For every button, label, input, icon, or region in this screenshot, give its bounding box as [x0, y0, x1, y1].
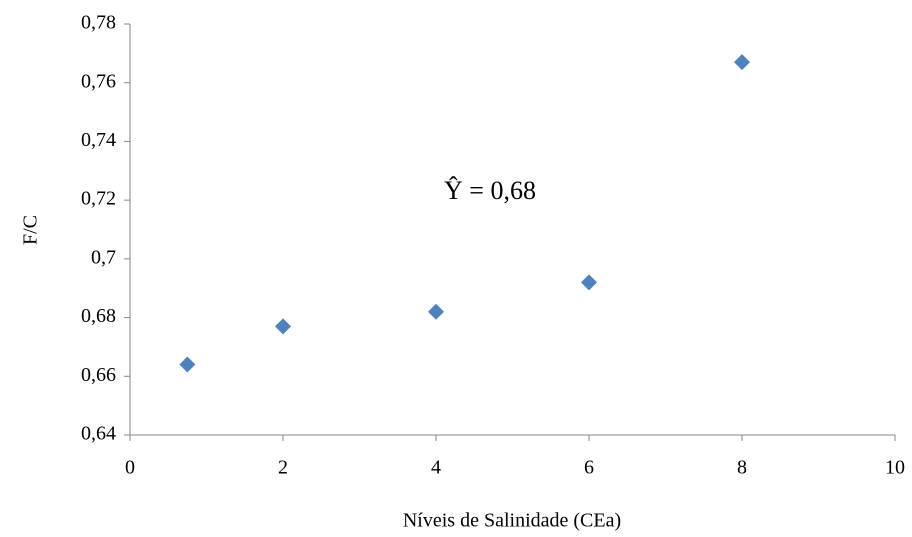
y-tick-label: 0,78 [81, 12, 116, 34]
data-point [179, 356, 196, 373]
x-tick-label: 6 [584, 457, 594, 479]
y-tick-label: 0,68 [81, 305, 116, 327]
data-point [275, 318, 291, 335]
x-tick-label: 8 [737, 457, 747, 479]
x-tick-label: 0 [125, 457, 135, 479]
y-tick-label: 0,7 [91, 246, 116, 268]
y-tick-label: 0,64 [81, 423, 116, 445]
data-point [734, 54, 750, 71]
y-tick-label: 0,76 [81, 70, 116, 92]
data-point [428, 303, 444, 320]
y-axis-title: F/C [20, 215, 42, 245]
x-axis-title: Níveis de Salinidade (CEa) [403, 510, 621, 532]
y-tick-label: 0,66 [81, 364, 116, 386]
x-tick-label: 10 [885, 457, 905, 479]
x-tick-label: 4 [431, 457, 441, 479]
y-tick-label: 0,74 [81, 129, 116, 151]
x-tick-label: 2 [278, 457, 288, 479]
data-point [581, 274, 597, 291]
annotation: Ŷ = 0,68 [444, 176, 536, 205]
y-tick-label: 0,72 [81, 188, 116, 210]
